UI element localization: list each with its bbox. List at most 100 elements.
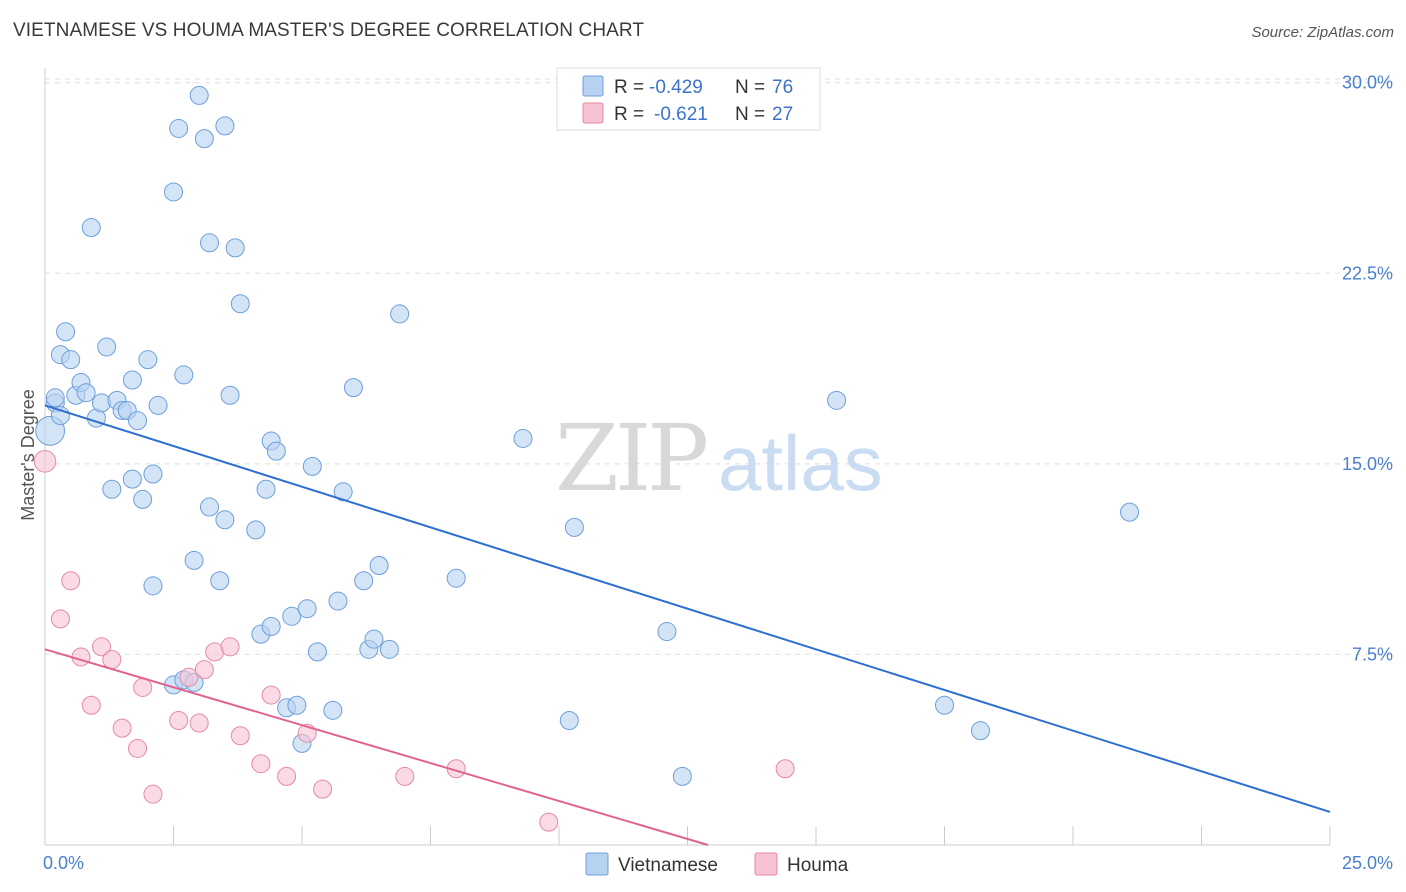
point-houma-26	[775, 759, 795, 779]
series-legend-swatch-houma	[754, 852, 778, 876]
point-vietnamese-75	[1120, 502, 1140, 522]
y-tick-label-2: 22.5%	[1342, 263, 1393, 283]
y-tick-label-0: 7.5%	[1352, 644, 1393, 664]
point-vietnamese-19	[122, 469, 142, 489]
source-label: Source: ZipAtlas.com	[1251, 24, 1394, 41]
point-vietnamese-72	[827, 390, 847, 410]
point-houma-17	[230, 726, 250, 746]
point-vietnamese-47	[261, 616, 281, 636]
point-vietnamese-29	[174, 365, 194, 385]
point-houma-16	[220, 637, 240, 657]
point-vietnamese-56	[323, 700, 343, 720]
point-vietnamese-50	[282, 606, 302, 626]
point-houma-4	[81, 695, 101, 715]
point-vietnamese-38	[215, 510, 235, 530]
point-vietnamese-21	[133, 489, 153, 509]
point-vietnamese-24	[143, 576, 163, 596]
point-houma-5	[92, 637, 112, 657]
point-vietnamese-13	[97, 337, 117, 357]
watermark: ZIP atlas	[555, 405, 883, 512]
point-vietnamese-64	[379, 639, 399, 659]
trend-line-houma	[44, 648, 709, 846]
point-vietnamese-18	[122, 370, 142, 390]
trend-lines	[44, 404, 1331, 846]
point-vietnamese-66	[446, 568, 466, 588]
point-houma-19	[261, 685, 281, 705]
legend-r-label-houma: R =	[614, 104, 644, 125]
correlation-legend: R = -0.429 N = 76 R = -0.621 N = 27	[556, 67, 821, 131]
trend-line-vietnamese	[44, 404, 1331, 813]
point-vietnamese-57	[328, 591, 348, 611]
point-vietnamese-9	[76, 383, 96, 403]
point-vietnamese-22	[138, 350, 158, 370]
y-axis-label: Master's Degree	[18, 389, 38, 520]
point-vietnamese-43	[246, 520, 266, 540]
point-vietnamese-2	[45, 388, 65, 408]
legend-n-value-vietnamese: 76	[772, 77, 793, 98]
point-vietnamese-55	[307, 642, 327, 662]
x-tick-label-1: 25.0%	[1342, 853, 1393, 873]
series-legend-swatch-vietnamese	[585, 852, 609, 876]
point-vietnamese-25	[148, 395, 168, 415]
point-vietnamese-54	[302, 456, 322, 476]
point-houma-10	[143, 784, 163, 804]
point-houma-14	[194, 660, 214, 680]
point-vietnamese-73	[935, 695, 954, 715]
point-houma-12	[179, 667, 199, 687]
point-vietnamese-48	[266, 441, 286, 461]
point-vietnamese-34	[194, 129, 214, 149]
legend-n-value-houma: 27	[772, 104, 793, 125]
y-tick-labels: 7.5% 15.0% 22.5% 30.0%	[1342, 73, 1393, 665]
point-vietnamese-10	[81, 218, 101, 238]
point-vietnamese-6	[61, 350, 81, 370]
point-vietnamese-33	[189, 85, 209, 105]
legend-n-label-houma: N =	[735, 104, 765, 125]
x-tick-label-0: 0.0%	[43, 853, 84, 873]
point-houma-13	[189, 713, 209, 733]
point-vietnamese-31	[184, 550, 204, 570]
point-vietnamese-58	[333, 482, 353, 502]
data-points	[33, 85, 1140, 832]
point-vietnamese-40	[220, 385, 240, 405]
legend-r-value-vietnamese: -0.429	[649, 77, 703, 98]
point-vietnamese-35	[199, 233, 219, 253]
grid-lines	[45, 78, 1392, 655]
point-vietnamese-41	[225, 238, 245, 258]
point-vietnamese-28	[169, 118, 189, 138]
point-vietnamese-27	[164, 182, 183, 202]
y-tick-label-3: 30.0%	[1342, 73, 1393, 93]
watermark-atlas: atlas	[718, 419, 883, 507]
legend-n-label-vietnamese: N =	[735, 77, 765, 98]
series-legend-houma: Houma	[787, 855, 849, 876]
point-vietnamese-71	[672, 766, 692, 786]
point-houma-25	[539, 812, 559, 832]
point-houma-7	[112, 718, 132, 738]
point-vietnamese-65	[390, 304, 410, 324]
point-houma-9	[133, 677, 153, 697]
chart-title: VIETNAMESE VS HOUMA MASTER'S DEGREE CORR…	[13, 20, 645, 41]
point-houma-3	[71, 647, 91, 667]
x-tick-labels: 0.0% 25.0%	[43, 853, 1393, 873]
point-vietnamese-69	[564, 517, 584, 537]
point-houma-23	[395, 766, 415, 786]
point-vietnamese-36	[199, 497, 219, 517]
series-legend: Vietnamese Houma	[585, 852, 849, 876]
legend-swatch-houma	[582, 102, 604, 124]
point-houma-6	[102, 650, 122, 670]
point-vietnamese-59	[343, 378, 363, 398]
point-houma-8	[128, 738, 148, 758]
point-vietnamese-20	[128, 411, 148, 431]
point-vietnamese-5	[56, 322, 76, 342]
point-vietnamese-70	[657, 622, 677, 642]
legend-r-value-houma: -0.621	[654, 104, 708, 125]
point-vietnamese-51	[287, 695, 307, 715]
point-vietnamese-23	[143, 464, 163, 484]
watermark-zip: ZIP	[555, 405, 706, 512]
point-houma-1	[50, 609, 70, 629]
point-vietnamese-14	[102, 479, 122, 499]
point-vietnamese-42	[230, 294, 250, 314]
point-vietnamese-45	[256, 479, 276, 499]
series-legend-vietnamese: Vietnamese	[618, 855, 718, 876]
point-houma-0	[33, 450, 57, 473]
